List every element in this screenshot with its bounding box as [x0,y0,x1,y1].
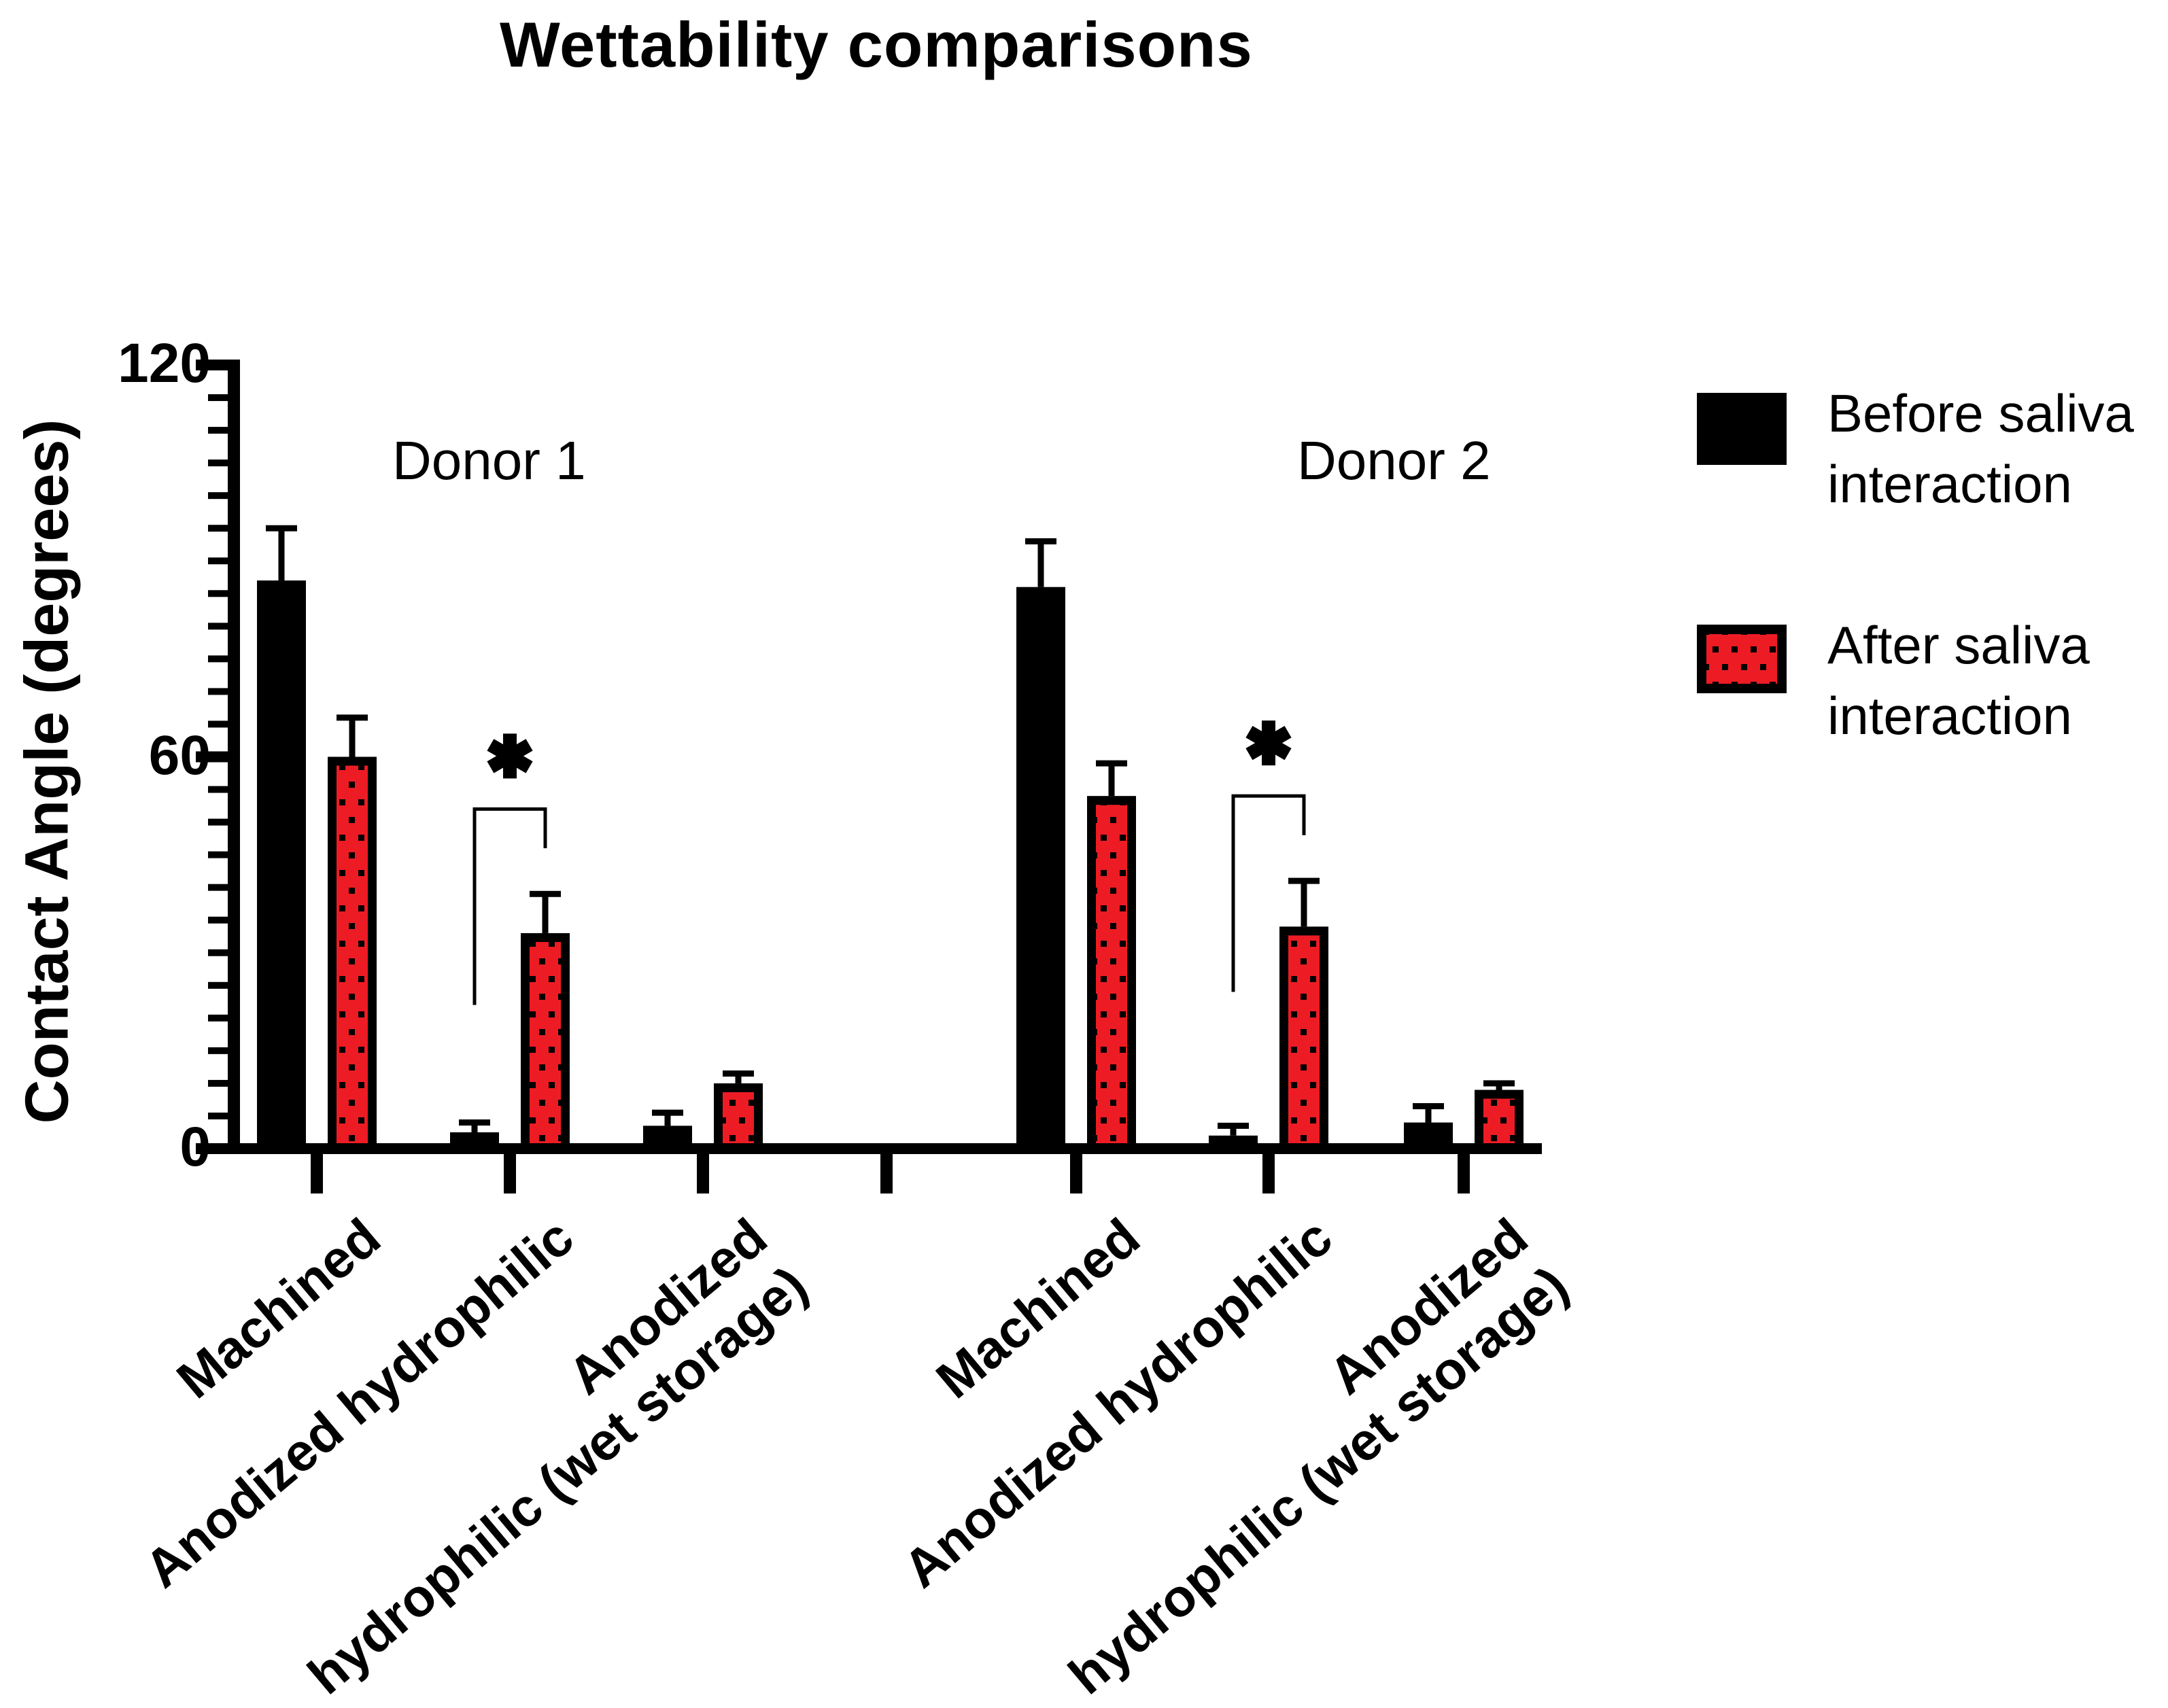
y-minor-tick [208,427,228,434]
bars [257,580,1524,1154]
y-minor-tick [208,1079,228,1087]
y-minor-tick [208,623,228,630]
asterisk-arm [487,739,533,773]
y-minor-tick [208,851,228,858]
error-bar-cap [652,1109,683,1116]
error-bar-cap [1096,760,1127,767]
error-bar-cap [337,714,368,721]
bar-after-fill-donor-2-anodized-hydrophilic [1288,935,1320,1143]
y-minor-tick [208,688,228,695]
y-minor-tick [208,557,228,565]
y-minor-tick [208,949,228,956]
error-bar-stem [1108,763,1115,797]
significance-asterisk-donor-2-anodized-hydrophilic [1245,720,1292,766]
error-bar-cap [459,1119,490,1126]
error-bar-stem [1037,541,1044,587]
y-minor-tick [208,1112,228,1119]
bar-after-fill-donor-1-anodized-hydrophilic [530,941,561,1143]
legend-label-after: After saliva interaction [1827,615,2090,746]
error-bar-stem [1301,881,1307,927]
x-category-tick [504,1154,516,1193]
bar-after-fill-donor-1-machined [337,765,368,1143]
error-bar-cap [1288,877,1320,884]
error-bar-cap [1413,1103,1444,1110]
error-bar-stem [542,894,549,933]
significance-bracket-donor-1-anodized-hydrophilic [472,807,547,1005]
significance-marks [472,720,1306,1005]
bar-after-fill-donor-2-anodized-hydrophilic-wet-storage- [1483,1098,1515,1143]
error-bar-stem [1425,1106,1432,1123]
x-category-tick [311,1154,323,1193]
error-bar-cap [1483,1080,1515,1087]
bar-before-donor-1-machined [257,580,306,1154]
y-minor-tick [208,786,228,793]
y-minor-tick [208,394,228,402]
y-axis-spine [228,360,240,1154]
y-minor-tick [208,492,228,500]
error-bar-cap [1218,1122,1249,1129]
donor-2-label: Donor 2 [1297,430,1491,491]
y-tick-label-60: 60 [148,725,211,787]
y-minor-tick [208,590,228,597]
y-minor-tick [208,884,228,891]
legend-swatch-after [1697,625,1787,693]
y-tick-label-0: 0 [179,1116,211,1179]
bar-before-donor-2-machined [1016,587,1065,1154]
bar-after-fill-donor-1-anodized-hydrophilic-wet-storage- [723,1092,754,1143]
error-bar-cap [266,525,297,531]
x-category-tick [697,1154,709,1193]
y-minor-tick [208,525,228,532]
y-minor-tick [208,720,228,728]
error-bar-stem [471,1122,478,1132]
bar-before-donor-1-anodized-hydrophilic [450,1132,499,1154]
y-tick-label-120: 120 [118,332,211,395]
y-major-tick-0 [196,1143,228,1154]
bar-before-donor-2-anodized-hydrophilic [1209,1135,1258,1154]
error-bar-stem [1496,1083,1502,1090]
x-category-tick [880,1154,893,1193]
error-bar-cap [723,1070,754,1077]
y-minor-tick [208,818,228,826]
error-bar-stem [664,1113,671,1126]
asterisk-arm [1245,725,1292,761]
x-category-tick [1458,1154,1470,1193]
y-minor-tick [208,916,228,924]
error-bars [266,525,1515,1136]
bar-before-donor-2-anodized-hydrophilic-wet-storage- [1404,1122,1453,1154]
bar-after-fill-donor-2-machined [1096,805,1127,1143]
y-minor-tick [208,1047,228,1054]
bar-before-donor-1-anodized-hydrophilic-wet-storage- [643,1126,692,1154]
significance-bracket-donor-2-anodized-hydrophilic [1231,794,1306,992]
y-minor-tick [208,459,228,467]
significance-asterisk-donor-1-anodized-hydrophilic [487,733,533,779]
x-axis-baseline [228,1143,1542,1154]
legend-swatch-before [1697,393,1787,465]
error-bar-stem [1230,1126,1237,1136]
y-major-tick-60 [196,751,228,763]
y-minor-tick [208,981,228,989]
error-bar-stem [735,1073,742,1083]
x-category-tick [1262,1154,1275,1193]
x-category-tick [1070,1154,1082,1193]
donor-1-label: Donor 1 [392,430,586,491]
error-bar-stem [278,528,285,581]
error-bar-cap [1025,538,1056,544]
chart-title: Wettability comparisons [500,9,1253,80]
y-major-tick-120 [196,360,228,370]
legend-label-before: Before saliva interaction [1827,383,2134,514]
y-minor-tick [208,655,228,663]
error-bar-stem [349,717,356,757]
y-minor-tick [208,1014,228,1022]
error-bar-cap [530,890,561,897]
y-axis-title: Contact Angle (degrees) [13,419,82,1124]
